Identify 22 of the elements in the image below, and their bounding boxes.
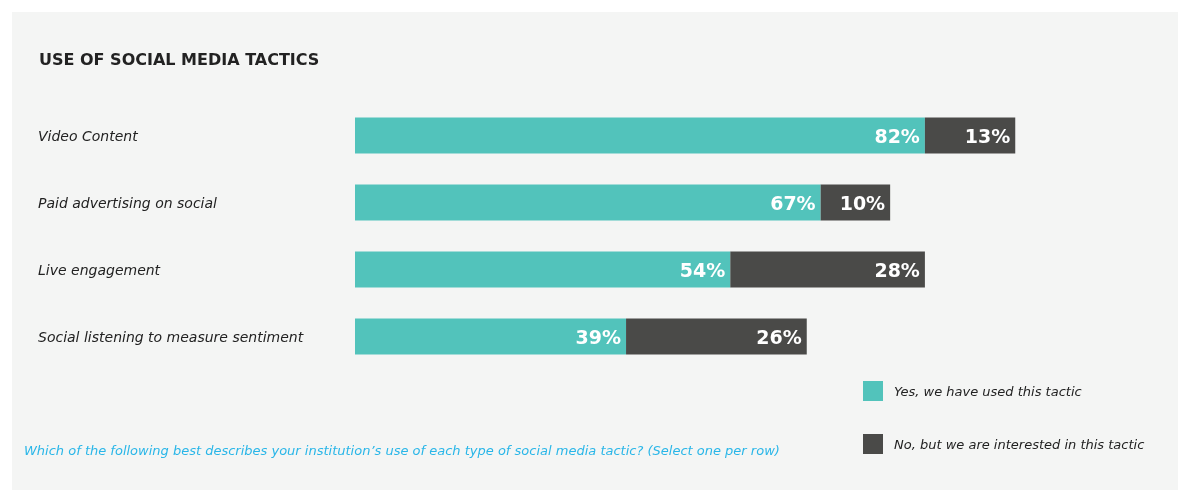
text: Which of the following best describes your institution’s use of each type of social media tactic? (Select one per row) [24, 443, 780, 458]
data-label: 28% [874, 258, 920, 281]
data-label: 13% [964, 124, 1011, 147]
data-label: 39% [575, 325, 622, 348]
bar [730, 251, 925, 288]
legend-label: Yes, we have used this tactic [894, 383, 1082, 399]
y-tick-label: Video Content [38, 127, 139, 144]
data-label: 26% [756, 325, 802, 348]
y-tick-label: Social listening to measure sentiment [38, 328, 304, 345]
data-label: 82% [874, 124, 920, 147]
bar [355, 117, 925, 154]
bar [626, 318, 807, 355]
legend-label: No, but we are interested in this tactic [894, 436, 1145, 452]
bar [355, 184, 821, 221]
bar [355, 318, 627, 355]
bar [355, 251, 731, 288]
data-label: 54% [679, 258, 726, 281]
y-tick-label: Paid advertising on social [38, 194, 218, 211]
data-label: 67% [770, 191, 816, 214]
text: USE OF SOCIAL MEDIA TACTICS [39, 49, 320, 69]
data-label: 10% [839, 191, 886, 214]
y-tick-label: Live engagement [38, 261, 161, 278]
